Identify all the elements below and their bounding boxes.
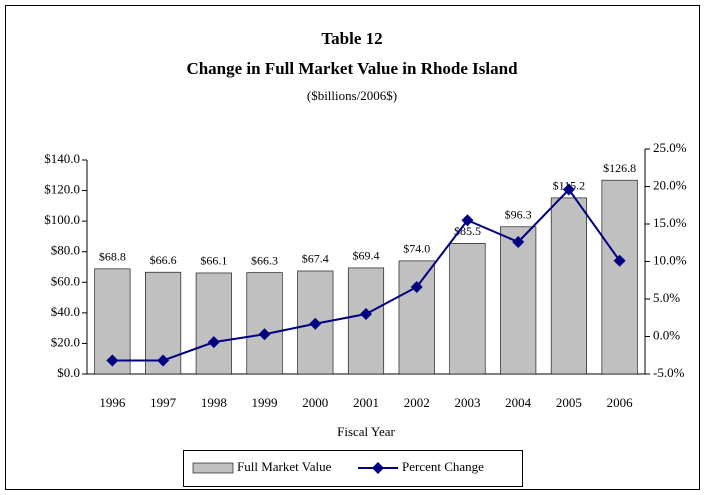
x-tick-label: 2006	[607, 395, 634, 410]
data-label: $74.0	[403, 242, 430, 256]
point	[106, 354, 119, 367]
legend-label: Percent Change	[402, 459, 484, 474]
point	[157, 354, 170, 367]
point	[207, 336, 220, 349]
x-tick-label: 2000	[302, 395, 328, 410]
bar	[601, 179, 638, 375]
point	[512, 236, 525, 248]
x-tick-label: 2005	[556, 395, 582, 410]
legend-box	[183, 450, 523, 487]
legend-swatch	[192, 462, 234, 474]
bar	[449, 243, 486, 375]
y2-tick-label: -5.0%	[653, 365, 685, 380]
x-tick-label: 1998	[201, 395, 227, 410]
x-tick-label: 1996	[99, 395, 126, 410]
y-tick-label: $60.0	[51, 273, 80, 288]
x-tick-label: 1997	[150, 395, 177, 410]
x-tick-label: 2004	[505, 395, 532, 410]
chart-subtitle: Change in Full Market Value in Rhode Isl…	[186, 59, 518, 78]
data-label: $68.8	[99, 250, 126, 264]
bar	[347, 267, 385, 375]
x-tick-label: 2001	[353, 395, 379, 410]
y2-tick-label: 25.0%	[653, 140, 687, 155]
y2-tick-label: 5.0%	[653, 290, 680, 305]
bar	[500, 226, 537, 375]
data-label: $66.6	[150, 253, 177, 267]
x-tick-label: 1999	[252, 395, 278, 410]
chart-title: Table 12	[321, 29, 382, 48]
y-tick-label: $20.0	[51, 334, 80, 349]
units-note: ($billions/2006$)	[307, 88, 397, 103]
legend-label: Full Market Value	[237, 459, 332, 474]
bar	[398, 260, 435, 375]
y-tick-label: $40.0	[51, 304, 80, 319]
y2-tick-label: 10.0%	[653, 252, 687, 267]
point	[360, 308, 372, 320]
point	[309, 317, 322, 330]
y-tick-label: $80.0	[51, 243, 80, 258]
x-tick-label: 2003	[454, 395, 480, 410]
point	[410, 281, 423, 293]
y2-tick-label: 0.0%	[653, 327, 680, 342]
point	[613, 254, 626, 267]
data-label: $69.4	[353, 249, 380, 263]
data-label: $96.3	[505, 208, 532, 222]
chart-border	[5, 5, 700, 490]
bar	[246, 272, 283, 375]
data-label: $126.8	[603, 161, 636, 175]
point	[461, 214, 474, 227]
point	[258, 328, 271, 341]
data-label: $66.3	[251, 253, 278, 267]
data-label: $67.4	[302, 252, 329, 266]
x-tick-label: 2002	[404, 395, 430, 410]
bar	[195, 272, 232, 375]
y2-tick-label: 15.0%	[653, 215, 687, 230]
legend-marker	[372, 462, 384, 474]
y-tick-label: $120.0	[44, 182, 80, 197]
y-tick-label: $0.0	[57, 365, 80, 380]
bar	[550, 197, 587, 375]
y-tick-label: $100.0	[44, 212, 80, 227]
x-axis-label: Fiscal Year	[337, 424, 395, 439]
y2-tick-label: 20.0%	[653, 177, 687, 192]
data-label: $66.1	[200, 254, 227, 268]
point	[562, 183, 575, 196]
y-tick-label: $140.0	[44, 151, 80, 166]
